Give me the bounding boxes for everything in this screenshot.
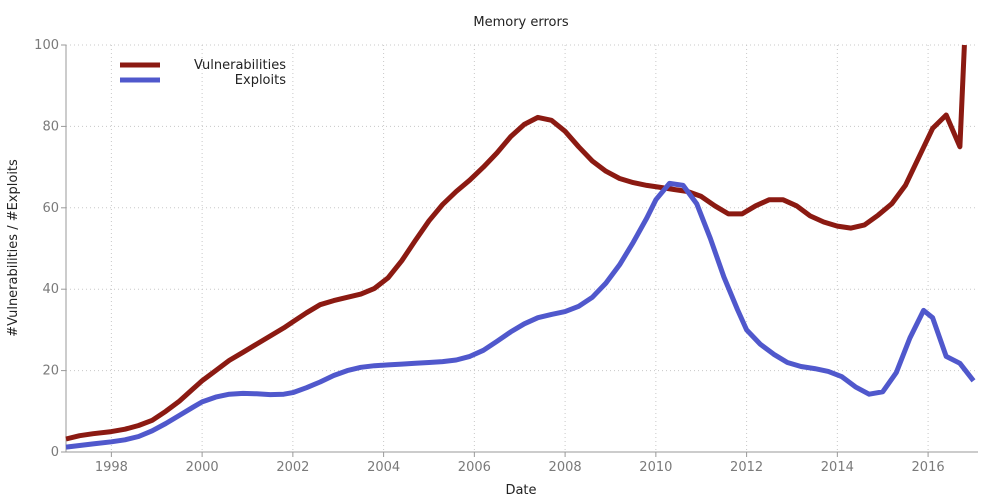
y-axis-ticks: 0 20 40 60 80 100 bbox=[34, 38, 66, 460]
y-axis-title: #Vulnerabilities / #Exploits bbox=[6, 159, 21, 337]
chart-title: Memory errors bbox=[473, 15, 568, 30]
y-tick-label: 100 bbox=[34, 38, 59, 53]
x-tick-label: 1998 bbox=[95, 460, 128, 475]
series-line-vulnerabilities bbox=[65, 44, 967, 442]
grid bbox=[66, 44, 978, 453]
y-tick-label: 20 bbox=[42, 364, 59, 379]
series-line-exploits bbox=[65, 180, 976, 450]
y-tick-label: 80 bbox=[42, 119, 59, 134]
y-tick-label: 60 bbox=[42, 201, 59, 216]
x-tick-label: 2008 bbox=[549, 460, 582, 475]
x-tick-label: 2016 bbox=[912, 460, 945, 475]
x-tick-label: 2014 bbox=[821, 460, 854, 475]
x-tick-label: 2010 bbox=[639, 460, 672, 475]
legend-label-exploits: Exploits bbox=[235, 73, 286, 88]
x-axis-title: Date bbox=[505, 483, 536, 498]
legend-label-vulnerabilities: Vulnerabilities bbox=[194, 58, 286, 73]
y-tick-label: 0 bbox=[51, 445, 59, 460]
x-tick-label: 2012 bbox=[730, 460, 763, 475]
legend: Vulnerabilities Exploits bbox=[120, 58, 286, 88]
x-axis-ticks: 1998 2000 2002 2004 2006 2008 2010 2012 2014 2016 bbox=[95, 452, 945, 475]
y-tick-label: 40 bbox=[42, 282, 59, 297]
x-tick-label: 2004 bbox=[367, 460, 400, 475]
series-group bbox=[65, 44, 976, 450]
x-tick-label: 2000 bbox=[186, 460, 219, 475]
x-tick-label: 2002 bbox=[276, 460, 309, 475]
axes bbox=[65, 45, 978, 453]
x-tick-label: 2006 bbox=[458, 460, 491, 475]
